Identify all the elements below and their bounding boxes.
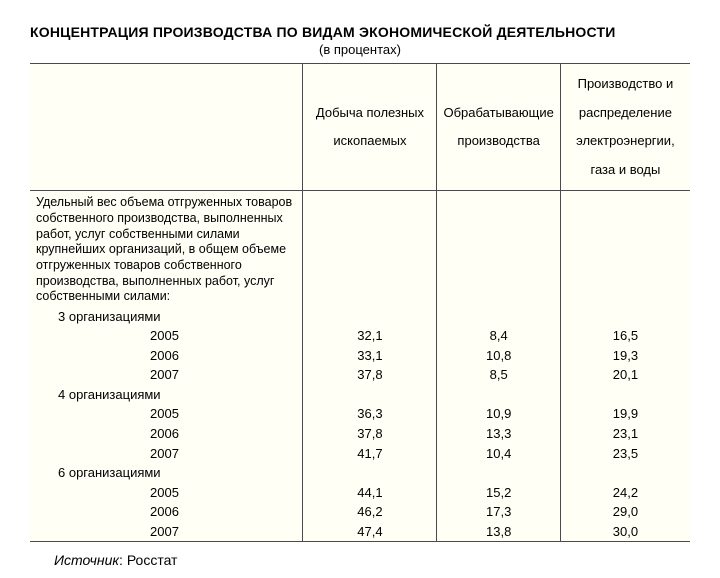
- value-cell: 46,2: [303, 502, 437, 522]
- year-label: 2007: [30, 444, 303, 464]
- year-label: 2007: [30, 365, 303, 385]
- value-cell: 37,8: [303, 424, 437, 444]
- cell-empty: [560, 385, 690, 405]
- value-cell: 15,2: [437, 483, 560, 503]
- cell-empty: [437, 385, 560, 405]
- cell-empty: [560, 307, 690, 327]
- group-label: 3 организациями: [30, 307, 303, 327]
- cell-empty: [303, 307, 437, 327]
- cell-empty: [437, 191, 560, 307]
- source-value: Росстат: [127, 552, 178, 568]
- cell-empty: [437, 307, 560, 327]
- year-label: 2006: [30, 502, 303, 522]
- value-cell: 37,8: [303, 365, 437, 385]
- value-cell: 30,0: [560, 522, 690, 542]
- col-header-mining: Добыча полезных ископаемых: [303, 64, 437, 191]
- year-label: 2007: [30, 522, 303, 542]
- value-cell: 13,8: [437, 522, 560, 542]
- value-cell: 23,5: [560, 444, 690, 464]
- value-cell: 10,4: [437, 444, 560, 464]
- year-label: 2005: [30, 326, 303, 346]
- col-header-empty: [30, 64, 303, 191]
- value-cell: 8,4: [437, 326, 560, 346]
- value-cell: 33,1: [303, 346, 437, 366]
- value-cell: 10,9: [437, 404, 560, 424]
- value-cell: 8,5: [437, 365, 560, 385]
- group-label: 4 организациями: [30, 385, 303, 405]
- page-title: КОНЦЕНТРАЦИЯ ПРОИЗВОДСТВА ПО ВИДАМ ЭКОНО…: [30, 24, 690, 40]
- value-cell: 13,3: [437, 424, 560, 444]
- cell-empty: [560, 191, 690, 307]
- cell-empty: [303, 385, 437, 405]
- value-cell: 32,1: [303, 326, 437, 346]
- year-label: 2005: [30, 483, 303, 503]
- year-label: 2005: [30, 404, 303, 424]
- value-cell: 44,1: [303, 483, 437, 503]
- value-cell: 19,9: [560, 404, 690, 424]
- value-cell: 41,7: [303, 444, 437, 464]
- col-header-manufacturing: Обрабатывающие производства: [437, 64, 560, 191]
- value-cell: 16,5: [560, 326, 690, 346]
- table-body: Удельный вес объема отгруженных товаров …: [30, 191, 690, 542]
- page-subtitle: (в процентах): [30, 42, 690, 57]
- cell-empty: [560, 463, 690, 483]
- value-cell: 17,3: [437, 502, 560, 522]
- cell-empty: [303, 463, 437, 483]
- source-label: Источник: [54, 552, 119, 568]
- year-label: 2006: [30, 346, 303, 366]
- value-cell: 47,4: [303, 522, 437, 542]
- value-cell: 24,2: [560, 483, 690, 503]
- value-cell: 10,8: [437, 346, 560, 366]
- row-description: Удельный вес объема отгруженных товаров …: [30, 191, 303, 307]
- value-cell: 20,1: [560, 365, 690, 385]
- source-line: Источник: Росстат: [54, 552, 690, 568]
- col-header-utilities: Производство и распределение электроэнер…: [560, 64, 690, 191]
- year-label: 2006: [30, 424, 303, 444]
- group-label: 6 организациями: [30, 463, 303, 483]
- value-cell: 23,1: [560, 424, 690, 444]
- value-cell: 19,3: [560, 346, 690, 366]
- concentration-table: Добыча полезных ископаемых Обрабатывающи…: [30, 63, 690, 542]
- value-cell: 29,0: [560, 502, 690, 522]
- cell-empty: [303, 191, 437, 307]
- value-cell: 36,3: [303, 404, 437, 424]
- cell-empty: [437, 463, 560, 483]
